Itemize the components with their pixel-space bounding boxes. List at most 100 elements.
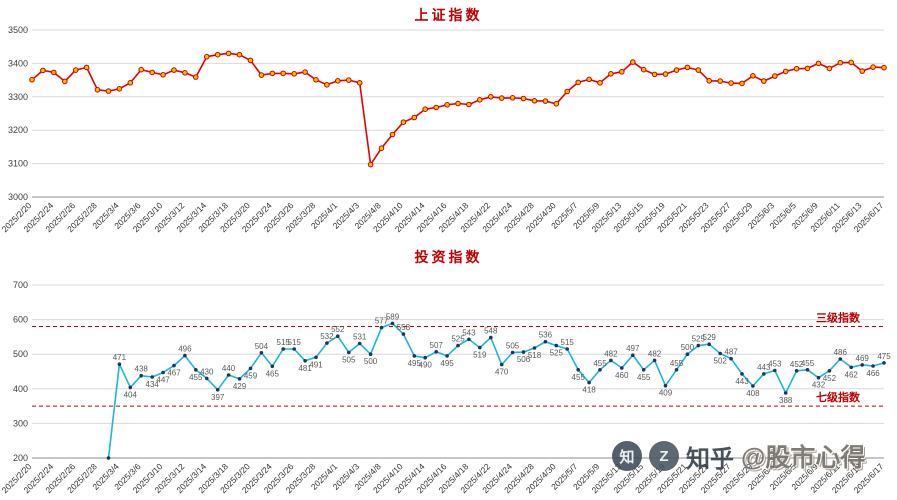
data-point: [62, 78, 68, 85]
data-point: [510, 350, 515, 355]
data-point: [281, 347, 286, 351]
data-point: [509, 95, 516, 101]
data-point-label: 531: [353, 333, 367, 342]
data-point-label: 505: [506, 342, 520, 351]
data-point: [663, 383, 668, 388]
data-point: [336, 334, 340, 339]
data-point: [815, 60, 822, 67]
data-point: [488, 94, 494, 100]
data-point-label: 491: [309, 360, 323, 369]
data-point: [215, 388, 220, 392]
data-point: [400, 119, 407, 125]
data-point: [478, 345, 482, 350]
data-point: [827, 369, 832, 373]
data-point: [598, 368, 602, 372]
data-point: [662, 71, 669, 77]
data-point: [870, 64, 876, 70]
y-axis-label: 3000: [8, 192, 28, 202]
data-point: [444, 102, 450, 108]
data-point: [740, 372, 744, 376]
data-point: [379, 325, 384, 330]
data-point: [390, 321, 395, 326]
data-point: [706, 78, 713, 84]
data-point: [576, 368, 580, 372]
data-point-label: 486: [834, 348, 848, 357]
data-point-label: 459: [244, 371, 258, 380]
data-point: [325, 341, 329, 345]
investment-index-chart-point-labels: 4714044384344474674964554303974404294595…: [113, 312, 891, 405]
data-point: [782, 68, 789, 75]
data-point-label: 470: [495, 368, 509, 377]
data-point-label: 548: [484, 327, 498, 336]
data-point-label: 495: [440, 359, 454, 368]
data-point-label: 471: [113, 353, 127, 362]
data-point: [630, 59, 636, 65]
data-point-label: 438: [135, 365, 149, 374]
data-point: [378, 145, 385, 151]
data-point-label: 455: [637, 373, 651, 382]
data-point: [456, 343, 460, 348]
data-point: [674, 368, 679, 372]
shanghai-index-title: 上证指数: [414, 7, 483, 23]
data-point-label: 455: [593, 359, 607, 368]
y-axis-label: 3100: [8, 159, 28, 169]
series-line: [107, 322, 885, 459]
data-point: [139, 373, 143, 378]
data-point: [554, 343, 559, 348]
data-point: [651, 71, 658, 78]
data-point: [881, 64, 887, 71]
data-point-label: 515: [561, 338, 575, 347]
series-line: [31, 52, 885, 166]
data-point-label: 532: [320, 332, 334, 341]
data-point-label: 452: [790, 360, 804, 369]
data-point: [773, 368, 777, 373]
data-point: [684, 64, 691, 71]
data-point: [826, 65, 833, 72]
data-point-label: 525: [550, 349, 564, 358]
data-point: [608, 71, 614, 77]
data-point: [172, 363, 176, 368]
data-point: [160, 72, 166, 78]
data-point: [750, 73, 756, 79]
data-point: [149, 69, 155, 76]
data-point: [171, 67, 177, 73]
data-point: [324, 82, 330, 88]
data-point: [859, 68, 866, 74]
data-point: [225, 50, 232, 57]
data-point-label: 577: [375, 317, 389, 326]
data-point: [848, 59, 855, 66]
data-point: [313, 77, 319, 83]
data-point-label: 589: [386, 312, 400, 321]
data-point: [685, 352, 690, 357]
data-point: [127, 80, 134, 86]
data-point-label: 467: [167, 369, 181, 378]
data-point-label: 482: [604, 349, 618, 358]
data-point: [520, 95, 527, 102]
data-point: [466, 101, 472, 108]
data-point: [641, 368, 646, 372]
data-point: [619, 69, 625, 75]
data-point: [543, 339, 548, 344]
data-point: [346, 77, 352, 83]
data-point: [401, 332, 406, 336]
data-point: [106, 456, 111, 460]
data-point: [357, 341, 362, 346]
data-point-label: 500: [364, 357, 378, 366]
data-point: [717, 78, 724, 84]
data-point-label: 460: [615, 371, 629, 380]
data-point: [248, 366, 253, 371]
data-point-label: 496: [178, 345, 192, 354]
data-point-label: 388: [779, 396, 793, 405]
data-point-label: 443: [735, 377, 749, 386]
data-point: [609, 358, 613, 363]
data-point-label: 466: [866, 369, 880, 378]
data-point: [291, 71, 298, 77]
data-point: [422, 106, 429, 112]
reference-line-label: 三级指数: [816, 311, 861, 325]
data-point: [116, 86, 123, 92]
y-axis-label: 300: [13, 418, 28, 428]
data-point-label: 490: [419, 361, 433, 370]
y-axis-label: 700: [13, 280, 28, 290]
data-point: [237, 377, 242, 381]
data-point: [640, 66, 647, 73]
